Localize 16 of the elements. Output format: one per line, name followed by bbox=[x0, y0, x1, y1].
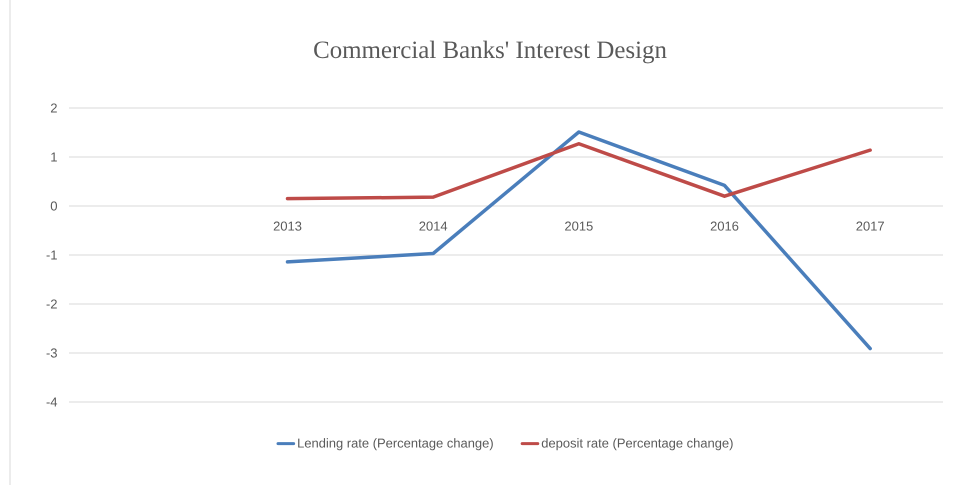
y-tick-label: -1 bbox=[46, 250, 57, 260]
x-tick-label: 2014 bbox=[419, 222, 448, 231]
chart-title: Commercial Banks' Interest Design bbox=[314, 40, 667, 64]
y-tick-label: -4 bbox=[46, 398, 58, 406]
y-tick-label: 2 bbox=[50, 103, 57, 113]
x-tick-label: 2017 bbox=[856, 222, 884, 231]
y-tick-label: 1 bbox=[51, 152, 57, 162]
y-tick-label: -3 bbox=[46, 348, 57, 358]
line-series bbox=[286, 142, 872, 200]
y-tick-label: 0 bbox=[50, 201, 57, 211]
legend-label: deposit rate (Percentage change) bbox=[542, 438, 733, 450]
x-tick-label: 2015 bbox=[565, 222, 593, 231]
y-tick-label: -2 bbox=[46, 299, 57, 309]
x-tick-label: 2013 bbox=[274, 222, 302, 231]
x-tick-label: 2016 bbox=[710, 222, 738, 231]
legend-label: Lending rate (Percentage change) bbox=[298, 438, 493, 450]
